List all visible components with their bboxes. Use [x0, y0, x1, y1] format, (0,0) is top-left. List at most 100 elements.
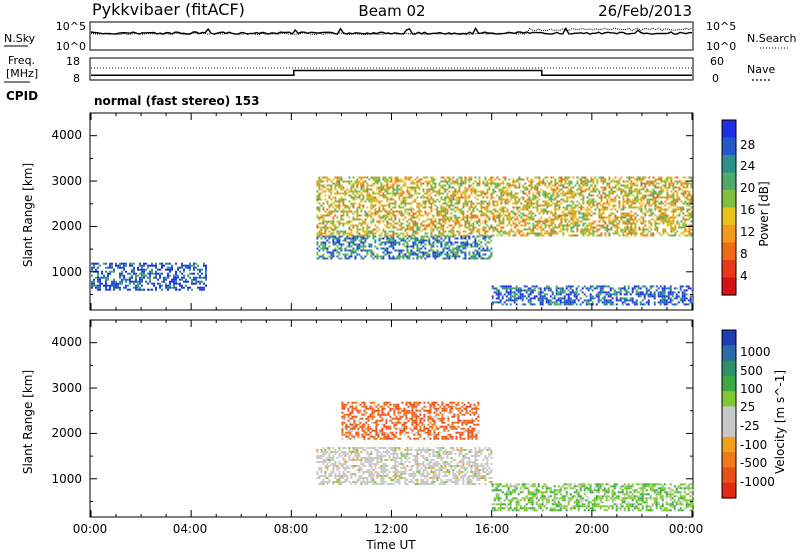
power-cells-cell — [366, 206, 369, 209]
power-cells-cell — [462, 247, 465, 250]
power-cells-cell — [452, 198, 455, 201]
power-cells-cell — [462, 241, 465, 244]
power-cells-cell — [506, 190, 509, 193]
power-cells-cell — [634, 224, 637, 227]
velocity-cells-cell — [371, 427, 374, 430]
power-cells-cell — [650, 190, 653, 193]
power-cells-cell — [402, 234, 405, 237]
power-cells-cell — [558, 222, 561, 225]
power-cells-cell — [690, 216, 693, 219]
power-cells-cell — [93, 280, 95, 283]
power-cells-cell — [621, 303, 624, 306]
power-cells-cell — [456, 255, 459, 258]
power-cells-cell — [671, 299, 674, 302]
power-cells-cell — [432, 188, 435, 191]
power-cells-cell — [392, 186, 395, 189]
power-cells-cell — [560, 218, 563, 221]
power-cells-cell — [670, 226, 673, 229]
power-cells-cell — [466, 245, 469, 248]
power-cells-cell — [462, 243, 465, 246]
power-cells-cell — [509, 289, 512, 292]
power-cells-cell — [446, 212, 449, 215]
power-cells-cell — [332, 232, 335, 235]
power-cells-cell — [631, 297, 634, 300]
power-cells-cell — [540, 208, 543, 211]
power-cells-cell — [598, 216, 601, 219]
power-cells-cell — [338, 239, 341, 242]
velocity-cells-cell — [357, 435, 360, 438]
power-cells-cell — [534, 206, 537, 209]
power-cells-cell — [604, 228, 607, 231]
power-cells-cell — [506, 216, 509, 219]
power-cells-cell — [366, 214, 369, 217]
power-cells-cell — [502, 180, 505, 183]
power-cells-cell — [560, 192, 563, 195]
power-cells-cell — [618, 196, 621, 199]
power-cells-cell — [648, 180, 651, 183]
power-cells-cell — [362, 237, 365, 240]
power-cells-cell — [502, 230, 505, 233]
power-cells-cell — [153, 272, 155, 275]
power-cells-cell — [624, 190, 627, 193]
power-cells-cell — [394, 243, 397, 246]
power-cells-cell — [668, 202, 671, 205]
power-cells-cell — [595, 287, 598, 290]
velocity-cells-cell — [373, 409, 376, 412]
power-cells-cell — [553, 303, 556, 306]
power-cells-cell — [430, 220, 433, 223]
power-cells-cell — [448, 200, 451, 203]
power-cells-cell — [448, 257, 451, 260]
power-cells-cell — [342, 224, 345, 227]
power-cells-cell — [672, 228, 675, 231]
power-cells-cell — [582, 224, 585, 227]
velocity-cells-cell — [387, 411, 390, 414]
velocity-cells-cell — [359, 421, 362, 424]
power-cells-cell — [482, 253, 485, 256]
power-cells-cell — [679, 297, 682, 300]
power-cells-cell — [546, 196, 549, 199]
power-cells-cell — [688, 234, 691, 237]
power-cells-cell — [498, 184, 501, 187]
power-cells-cell — [478, 176, 481, 179]
power-cells-cell — [390, 186, 393, 189]
power-cells-cell — [400, 249, 403, 252]
power-cells-cell — [602, 182, 605, 185]
power-cells-cell — [636, 206, 639, 209]
power-cells-cell — [612, 198, 615, 201]
power-cells-cell — [533, 297, 536, 300]
power-cells-cell — [539, 301, 542, 304]
power-cells-cell — [316, 184, 319, 187]
power-cells-cell — [668, 194, 671, 197]
power-cells-cell — [594, 188, 597, 191]
power-cells-cell — [159, 272, 161, 275]
power-cells-cell — [139, 288, 141, 291]
velocity-cells-cell — [363, 433, 366, 436]
velocity-cells-cell — [377, 403, 380, 406]
power-cells-cell — [548, 232, 551, 235]
power-cells-cell — [384, 184, 387, 187]
power-cells-cell — [666, 188, 669, 191]
power-cells-cell — [690, 212, 693, 215]
power-cells-cell — [674, 202, 677, 205]
power-cells-cell — [121, 262, 123, 265]
power-cells-cell — [494, 216, 497, 219]
power-cells-cell — [434, 194, 437, 197]
power-cells-cell — [590, 226, 593, 229]
power-cells-cell — [406, 249, 409, 252]
power-cells-cell — [632, 230, 635, 233]
power-cells-cell — [669, 297, 672, 300]
power-cells-cell — [392, 234, 395, 237]
power-cells-cell — [500, 206, 503, 209]
power-cells-cell — [360, 178, 363, 181]
power-cells-cell — [635, 291, 638, 294]
power-cells-cell — [350, 220, 353, 223]
power-cells-cell — [334, 186, 337, 189]
power-cells-cell — [416, 255, 419, 258]
power-cells-cell — [460, 212, 463, 215]
power-cells-cell — [334, 184, 337, 187]
power-cells-cell — [408, 235, 411, 238]
power-cells-cell — [484, 192, 487, 195]
power-cells-cell — [324, 176, 327, 179]
power-cells-cell — [422, 188, 425, 191]
power-cells-cell — [205, 284, 207, 287]
